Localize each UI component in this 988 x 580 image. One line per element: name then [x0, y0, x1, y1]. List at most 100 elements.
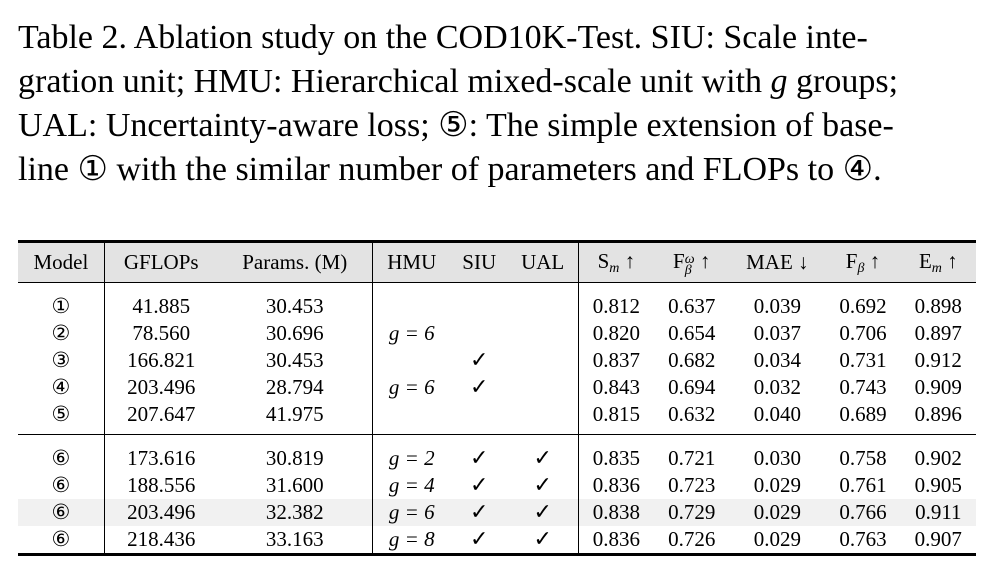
cell-hmu: g = 6: [372, 499, 451, 526]
cell-fw: 0.721: [654, 434, 730, 472]
cell-mae: 0.034: [753, 348, 801, 372]
cell-hmu: [372, 347, 450, 374]
cell-gflops: 173.616: [104, 434, 218, 472]
cell-params: 30.453: [217, 282, 373, 320]
table-row: ④ 203.496 28.794 g = 6 ✓ 0.843 0.694 0.032 0.743…: [18, 374, 976, 401]
cell-gflops: 188.556: [127, 473, 196, 497]
table-row: ① 41.885 30.453 0.812 0.637 0.039 0.692 0.898: [18, 282, 976, 321]
cell-em: 0.907: [900, 526, 976, 556]
cell-gflops: 166.821: [127, 348, 196, 372]
cell-fw: 0.723: [668, 473, 716, 497]
cell-ual: ✓: [507, 434, 579, 472]
cell-fb: 0.743: [839, 375, 887, 399]
table-row: ⑥ 218.436 33.163 g = 8 ✓ ✓ 0.836 0.726 0.029 0.76…: [18, 526, 976, 556]
cell-model: ②: [18, 320, 105, 347]
cell-model: ③: [18, 347, 105, 374]
cell-gflops: 41.885: [132, 294, 191, 318]
cell-fw: 0.654: [668, 321, 716, 345]
caption-text: gration unit; HMU: Hierarchical mixed-sc…: [18, 63, 771, 100]
up-arrow-icon: ↑: [869, 248, 881, 273]
cell-hmu: g = 6: [388, 375, 435, 399]
caption-line-2: gration unit; HMU: Hierarchical mixed-sc…: [18, 60, 976, 104]
cell-model: ⑥: [18, 526, 105, 556]
cell-em: 0.902: [900, 434, 976, 472]
cell-sm: 0.843: [592, 375, 640, 399]
cell-hmu: [372, 283, 450, 321]
sm-base: S: [597, 248, 610, 273]
cell-model: ①: [18, 282, 105, 320]
cell-sm: 0.836: [578, 526, 655, 556]
cell-mae: 0.029: [753, 473, 801, 497]
header-mae: MAE ↓: [729, 241, 826, 283]
cell-em: 0.909: [914, 375, 962, 399]
cell-params: 30.819: [217, 434, 373, 472]
cell-fb: 0.706: [839, 321, 887, 345]
cell-ual: ✓: [507, 499, 579, 526]
cell-model: ⑤: [18, 401, 105, 435]
ablation-table-container: Model GFLOPs Params. (M) HMU SIU UAL Sm …: [18, 240, 976, 556]
fw-base: F: [673, 249, 685, 273]
cell-hmu: [372, 401, 450, 435]
up-arrow-icon: ↑: [624, 248, 636, 273]
cell-gflops: 203.496: [127, 375, 196, 399]
cell-fw: 0.729: [654, 499, 730, 526]
cell-params: 32.382: [217, 499, 373, 526]
cell-em: 0.897: [914, 321, 962, 345]
cell-fb: 0.731: [839, 348, 887, 372]
cell-fb: 0.766: [825, 499, 901, 526]
caption-line-1: Table 2. Ablation study on the COD10K-Te…: [18, 19, 868, 56]
cell-em: 0.905: [914, 473, 962, 497]
cell-em: 0.896: [914, 402, 962, 426]
cell-params: 28.794: [217, 374, 373, 401]
cell-fw: 0.694: [668, 375, 716, 399]
header-hmu: HMU: [372, 241, 451, 283]
cell-gflops: 78.560: [132, 321, 191, 345]
cell-mae: 0.029: [729, 499, 826, 526]
up-arrow-icon: ↑: [699, 249, 711, 273]
fw-sub: β: [684, 263, 692, 278]
cell-siu: [451, 401, 508, 435]
cell-fw: 0.637: [668, 294, 716, 318]
cell-model: ④: [18, 374, 105, 401]
cell-params: 33.163: [217, 526, 373, 556]
cell-fb: 0.758: [825, 434, 901, 472]
cell-mae: 0.029: [729, 526, 826, 556]
cell-sm: 0.838: [578, 499, 655, 526]
cell-gflops: 218.436: [104, 526, 218, 556]
cell-ual: [507, 401, 579, 435]
cell-hmu: g = 6: [388, 321, 435, 345]
cell-fw: 0.726: [654, 526, 730, 556]
cell-hmu: g = 8: [372, 526, 451, 556]
cell-sm: 0.837: [592, 348, 640, 372]
cell-params: 31.600: [217, 472, 373, 499]
cell-fw: 0.632: [668, 402, 716, 426]
cell-mae: 0.032: [753, 375, 801, 399]
cell-em: 0.911: [900, 499, 976, 526]
sm-sub: m: [609, 260, 620, 276]
cell-ual: ✓: [507, 526, 579, 556]
header-gflops: GFLOPs: [104, 241, 218, 283]
table-row: ⑥ 173.616 30.819 g = 2 ✓ ✓ 0.835 0.721 0.030 0.75…: [18, 434, 976, 472]
table-row: ② 78.560 30.696 g = 6 0.820 0.654 0.037 0.706 0.…: [18, 320, 976, 347]
cell-params: 30.696: [217, 320, 373, 347]
cell-sm: 0.820: [592, 321, 640, 345]
cell-siu: ✓: [450, 434, 508, 472]
cell-siu: [451, 283, 508, 321]
header-siu: SIU: [450, 241, 508, 283]
caption-text: groups;: [787, 63, 899, 100]
cell-sm: 0.835: [578, 434, 655, 472]
header-fb: Fβ ↑: [825, 241, 901, 283]
cell-gflops: 203.496: [104, 499, 218, 526]
table-row: ⑥ 203.496 32.382 g = 6 ✓ ✓ 0.838 0.729 0.029 0.76…: [18, 499, 976, 526]
cell-em: 0.898: [914, 294, 962, 318]
table-caption: Table 2. Ablation study on the COD10K-Te…: [18, 16, 976, 192]
fb-sub: β: [857, 260, 865, 276]
caption-line-4: line ① with the similar number of parame…: [18, 151, 882, 188]
cell-sm: 0.812: [592, 294, 640, 318]
ablation-table: Model GFLOPs Params. (M) HMU SIU UAL Sm …: [18, 240, 976, 556]
cell-siu: ✓: [469, 375, 489, 400]
cell-fb: 0.689: [839, 402, 887, 426]
cell-mae: 0.039: [753, 294, 801, 318]
cell-siu: [451, 320, 508, 347]
cell-fw: 0.682: [668, 348, 716, 372]
